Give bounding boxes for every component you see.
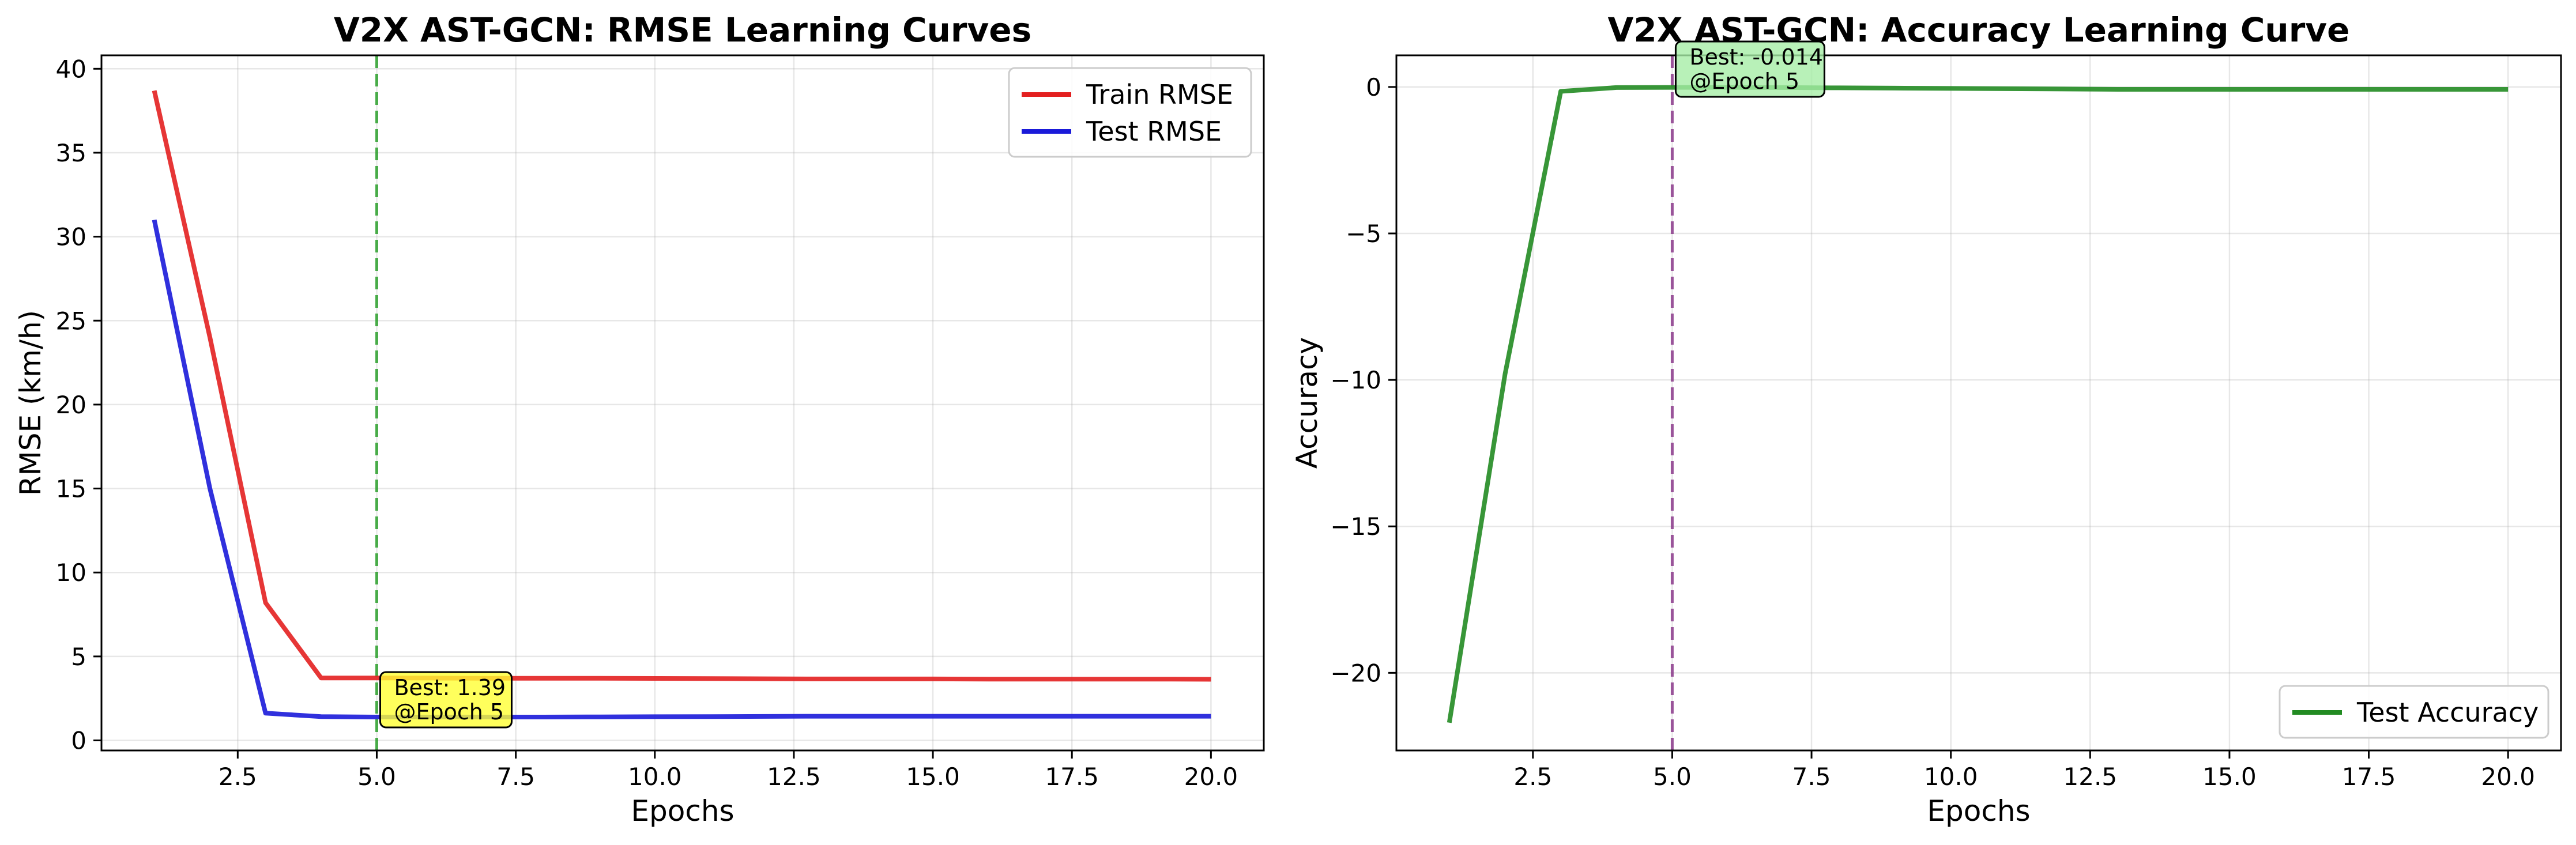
legend-label-train-rmse: Train RMSE bbox=[1086, 79, 1233, 110]
legend-box bbox=[1008, 67, 1252, 158]
y-axis-label: Accuracy bbox=[1290, 337, 1324, 469]
series-line-test-rmse bbox=[152, 219, 1211, 719]
y-tick-label: −20 bbox=[1330, 659, 1381, 687]
y-tick-label: 5 bbox=[71, 643, 86, 671]
y-tick-label: 40 bbox=[56, 55, 86, 83]
best-annotation: Best: -0.014 @Epoch 5 bbox=[1674, 40, 1825, 98]
x-tick-label: 20.0 bbox=[2481, 763, 2535, 791]
legend-box bbox=[2279, 685, 2549, 739]
best-annotation: Best: 1.39 @Epoch 5 bbox=[379, 671, 513, 729]
annotation-best-value: Best: 1.39 bbox=[394, 675, 506, 700]
x-tick-label: 20.0 bbox=[1184, 763, 1238, 791]
plot-frame bbox=[1395, 54, 2562, 752]
legend-label-test-rmse: Test RMSE bbox=[1086, 116, 1222, 147]
x-axis-label: Epochs bbox=[631, 794, 734, 828]
series-line-train-rmse bbox=[152, 90, 1211, 682]
y-tick-label: 25 bbox=[56, 307, 86, 335]
x-tick-label: 2.5 bbox=[219, 763, 257, 791]
y-tick-label: 0 bbox=[71, 727, 86, 755]
y-tick-label: 0 bbox=[1366, 73, 1381, 101]
y-tick-label: 20 bbox=[56, 391, 86, 419]
y-tick-label: 10 bbox=[56, 559, 86, 587]
annotation-best-epoch: @Epoch 5 bbox=[394, 699, 504, 725]
y-tick-label: −5 bbox=[1346, 220, 1381, 248]
x-tick-label: 2.5 bbox=[1513, 763, 1552, 791]
y-tick-label: −10 bbox=[1330, 366, 1381, 394]
rmse-chart: 2.5 5.0 7.5 10.0 12.5 15.0 17.5 20.0 0 5 10 15 20 25 3… bbox=[14, 10, 1265, 828]
x-tick-label: 10.0 bbox=[628, 763, 682, 791]
accuracy-chart: 2.5 5.0 7.5 10.0 12.5 15.0 17.5 20.0 0 −5 −10 −15 −2… bbox=[1290, 10, 2562, 828]
y-tick-label: 15 bbox=[56, 475, 86, 503]
annotation-box bbox=[379, 671, 513, 729]
y-tick-label: 35 bbox=[56, 139, 86, 167]
annotation-box bbox=[1674, 40, 1825, 98]
y-tick-label: 30 bbox=[56, 223, 86, 251]
y-tick-label: −15 bbox=[1330, 512, 1381, 541]
annotation-best-value: Best: -0.014 bbox=[1689, 44, 1823, 70]
x-tick-label: 15.0 bbox=[2202, 763, 2257, 791]
x-tick-label: 10.0 bbox=[1924, 763, 1978, 791]
x-tick-label: 12.5 bbox=[767, 763, 821, 791]
series-line-test-accuracy bbox=[1447, 85, 2509, 723]
x-axis-label: Epochs bbox=[1927, 794, 2030, 828]
y-axis-label: RMSE (km/h) bbox=[14, 310, 47, 496]
x-tick-label: 12.5 bbox=[2063, 763, 2118, 791]
legend: Test Accuracy bbox=[2279, 685, 2549, 739]
x-tick-label: 5.0 bbox=[1653, 763, 1692, 791]
chart-title: V2X AST-GCN: RMSE Learning Curves bbox=[334, 10, 1031, 50]
x-tick-label: 17.5 bbox=[2342, 763, 2396, 791]
x-tick-label: 7.5 bbox=[1792, 763, 1831, 791]
plot-frame bbox=[100, 54, 1265, 752]
legend: Train RMSE Test RMSE bbox=[1008, 67, 1252, 158]
x-tick-label: 15.0 bbox=[906, 763, 960, 791]
x-tick-label: 17.5 bbox=[1045, 763, 1099, 791]
x-tick-label: 7.5 bbox=[496, 763, 535, 791]
annotation-best-epoch: @Epoch 5 bbox=[1689, 69, 1799, 94]
x-tick-label: 5.0 bbox=[357, 763, 396, 791]
legend-label-test-accuracy: Test Accuracy bbox=[2356, 697, 2539, 728]
